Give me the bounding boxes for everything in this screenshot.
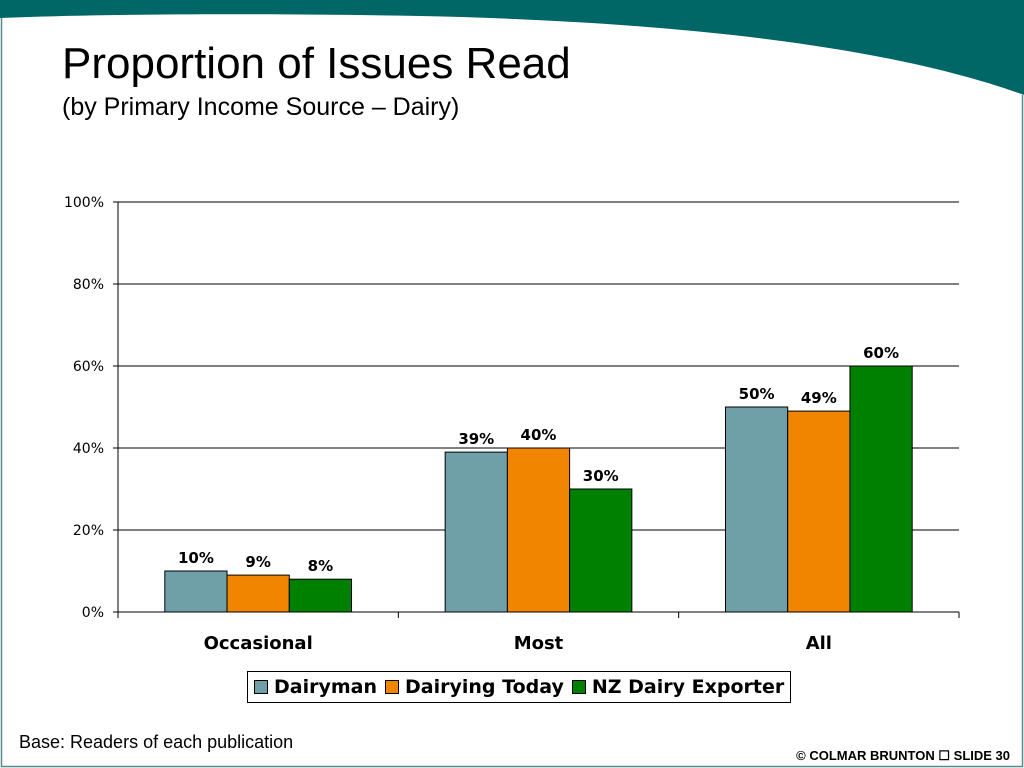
base-note: Base: Readers of each publication <box>19 732 294 752</box>
data-label: 8% <box>308 557 333 575</box>
data-label: 50% <box>739 385 775 403</box>
slide-footer: © COLMAR BRUNTON ☐ SLIDE 30 <box>796 748 1010 763</box>
data-label: 40% <box>521 426 557 444</box>
slide-title: Proportion of Issues Read <box>62 39 571 88</box>
legend-item-dairying-today: Dairying Today <box>385 676 564 698</box>
bar <box>164 570 228 613</box>
legend-label-dairying-today: Dairying Today <box>405 676 564 698</box>
bar <box>724 406 789 613</box>
y-tick-label: 80% <box>73 277 104 293</box>
data-label: 39% <box>458 430 494 448</box>
data-label: 30% <box>583 467 619 485</box>
y-tick-label: 0% <box>82 605 104 621</box>
legend-swatch-dairying-today <box>385 680 400 694</box>
bar <box>569 488 633 613</box>
teal-header-swoosh <box>0 0 1024 95</box>
data-label: 49% <box>801 389 837 407</box>
legend-label-nz-dairy-exporter: NZ Dairy Exporter <box>591 676 785 698</box>
y-tick-label: 40% <box>73 441 104 457</box>
slide-border <box>0 18 1024 768</box>
legend-swatch-dairyman <box>254 680 268 694</box>
chart-legend: Dairyman Dairying Today NZ Dairy Exporte… <box>247 671 792 703</box>
data-label: 9% <box>245 553 270 571</box>
y-tick-label: 60% <box>73 359 104 375</box>
legend-label-dairyman: Dairyman <box>274 676 378 698</box>
legend-swatch-nz-dairy-exporter <box>571 680 586 694</box>
bar <box>849 365 913 613</box>
data-label: 10% <box>178 549 214 567</box>
bar <box>506 447 571 613</box>
bar <box>226 574 290 613</box>
bar <box>288 578 353 613</box>
data-label: 60% <box>863 344 899 362</box>
slide-subtitle: (by Primary Income Source – Dairy) <box>62 93 460 121</box>
legend-item-dairyman: Dairyman <box>254 676 377 698</box>
bar <box>787 410 851 613</box>
legend-item-nz-dairy-exporter: NZ Dairy Exporter <box>571 676 785 698</box>
bar <box>444 451 508 613</box>
x-tick-label: Occasional <box>204 633 313 654</box>
y-tick-label: 20% <box>73 523 104 539</box>
x-tick-label: All <box>806 633 832 654</box>
y-tick-label: 100% <box>64 195 104 211</box>
x-tick-label: Most <box>514 633 564 654</box>
